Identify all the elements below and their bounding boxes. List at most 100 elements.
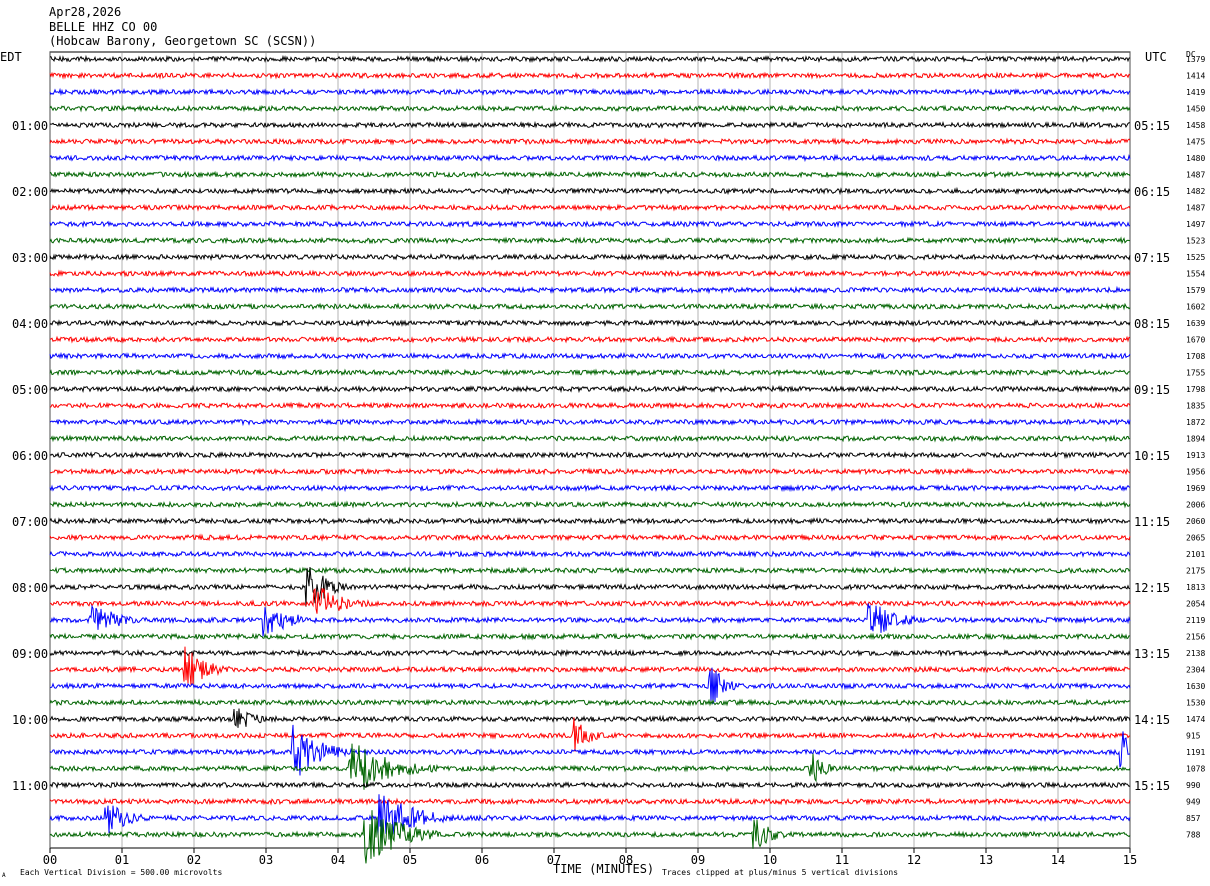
trace-row xyxy=(49,104,1131,113)
right-hour-label: 06:15 xyxy=(1134,185,1170,199)
trace-row xyxy=(49,368,1131,377)
dc-offset-label: 2060 xyxy=(1186,517,1205,526)
dc-offset-label: 2138 xyxy=(1186,649,1205,658)
right-axis-label: UTC xyxy=(1145,50,1167,64)
trace-row xyxy=(49,252,1131,262)
trace-row xyxy=(49,566,1131,607)
left-hour-label: 03:00 xyxy=(12,251,48,265)
left-axis-label: EDT xyxy=(0,50,22,64)
dc-offset-label: 1419 xyxy=(1186,88,1205,97)
dc-offset-label: 1191 xyxy=(1186,748,1205,757)
x-tick-label: 10 xyxy=(763,853,777,867)
dc-offset-label: 1956 xyxy=(1186,468,1205,477)
dc-offset-label: 1813 xyxy=(1186,583,1205,592)
trace-row xyxy=(49,500,1131,509)
x-tick-label: 11 xyxy=(835,853,849,867)
x-tick-label: 15 xyxy=(1123,853,1137,867)
dc-offset-label: 1708 xyxy=(1186,352,1205,361)
dc-offset-label: 1458 xyxy=(1186,121,1205,130)
right-hour-label: 13:15 xyxy=(1134,647,1170,661)
trace-row xyxy=(49,603,1131,637)
left-hour-label: 06:00 xyxy=(12,449,48,463)
right-hour-label: 07:15 xyxy=(1134,251,1170,265)
minute-gridlines xyxy=(49,51,1131,853)
left-hour-label: 07:00 xyxy=(12,515,48,529)
dc-offset-label: 857 xyxy=(1186,814,1201,823)
trace-row xyxy=(49,698,1131,707)
trace-row xyxy=(49,780,1131,790)
dc-offset-label: 1639 xyxy=(1186,319,1205,328)
dc-offset-label: 1554 xyxy=(1186,270,1205,279)
dc-offset-label: 1755 xyxy=(1186,369,1205,378)
trace-row xyxy=(49,87,1131,97)
dc-offset-label: 1474 xyxy=(1186,715,1205,724)
trace-row xyxy=(49,220,1131,229)
header-date: Apr28,2026 xyxy=(49,5,122,19)
left-hour-label: 08:00 xyxy=(12,581,48,595)
x-tick-label: 07 xyxy=(547,853,561,867)
trace-row xyxy=(49,186,1131,196)
clip-note: Traces clipped at plus/minus 5 vertical … xyxy=(662,868,898,877)
trace-row xyxy=(49,285,1131,295)
trace-row xyxy=(49,724,1131,776)
x-tick-label: 14 xyxy=(1051,853,1065,867)
dc-offset-label: 1414 xyxy=(1186,72,1205,81)
trace-row xyxy=(49,648,1131,658)
trace-row xyxy=(49,401,1131,410)
dc-offset-label: 915 xyxy=(1186,732,1201,741)
x-tick-label: 06 xyxy=(475,853,489,867)
right-hour-label: 12:15 xyxy=(1134,581,1170,595)
x-tick-label: 13 xyxy=(979,853,993,867)
right-hour-label: 10:15 xyxy=(1134,449,1170,463)
trace-row xyxy=(49,318,1131,328)
x-axis-title: TIME (MINUTES) xyxy=(553,862,654,876)
trace-row xyxy=(49,384,1131,394)
dc-offset-label: 1670 xyxy=(1186,336,1205,345)
dc-offset-label: 1872 xyxy=(1186,418,1205,427)
trace-row xyxy=(49,566,1131,575)
dc-offset-label: 2175 xyxy=(1186,567,1205,576)
trace-row xyxy=(49,137,1131,146)
dc-offset-label: 788 xyxy=(1186,831,1201,840)
trace-row xyxy=(49,302,1131,311)
trace-row xyxy=(49,269,1131,278)
trace-row xyxy=(49,335,1131,344)
trace-row xyxy=(49,467,1131,476)
left-hour-label: 02:00 xyxy=(12,185,48,199)
right-hour-label: 09:15 xyxy=(1134,383,1170,397)
axis-labels: EDT UTC DC TIME (MINUTES) Each Vertical … xyxy=(0,50,1205,879)
x-tick-label: 04 xyxy=(331,853,345,867)
trace-row xyxy=(49,203,1131,212)
trace-row xyxy=(49,351,1131,361)
trace-row xyxy=(49,587,1131,614)
dc-offset-label: 1835 xyxy=(1186,402,1205,411)
left-hour-label: 09:00 xyxy=(12,647,48,661)
trace-row xyxy=(49,794,1131,845)
trace-row xyxy=(49,450,1131,460)
trace-row xyxy=(49,533,1131,542)
trace-row xyxy=(49,646,1131,686)
seismic-traces xyxy=(49,54,1131,864)
trace-row xyxy=(49,708,1131,728)
dc-offset-label: 2054 xyxy=(1186,600,1205,609)
right-hour-label: 08:15 xyxy=(1134,317,1170,331)
dc-offset-label: 2304 xyxy=(1186,666,1205,675)
trace-row xyxy=(49,153,1131,163)
trace-row xyxy=(49,236,1131,245)
dc-offset-label: 1530 xyxy=(1186,699,1205,708)
dc-offset-label: 990 xyxy=(1186,781,1201,790)
left-hour-label: 04:00 xyxy=(12,317,48,331)
x-tick-label: 01 xyxy=(115,853,129,867)
trace-row xyxy=(49,797,1131,806)
right-hour-label: 15:15 xyxy=(1134,779,1170,793)
trace-row xyxy=(49,549,1131,559)
trace-row xyxy=(49,667,1131,704)
x-tick-label: 08 xyxy=(619,853,633,867)
x-tick-label: 12 xyxy=(907,853,921,867)
dc-offset-label: 1969 xyxy=(1186,484,1205,493)
left-hour-label: 11:00 xyxy=(12,779,48,793)
left-hour-label: 10:00 xyxy=(12,713,48,727)
dc-offset-label: 1078 xyxy=(1186,765,1205,774)
right-hour-label: 05:15 xyxy=(1134,119,1170,133)
